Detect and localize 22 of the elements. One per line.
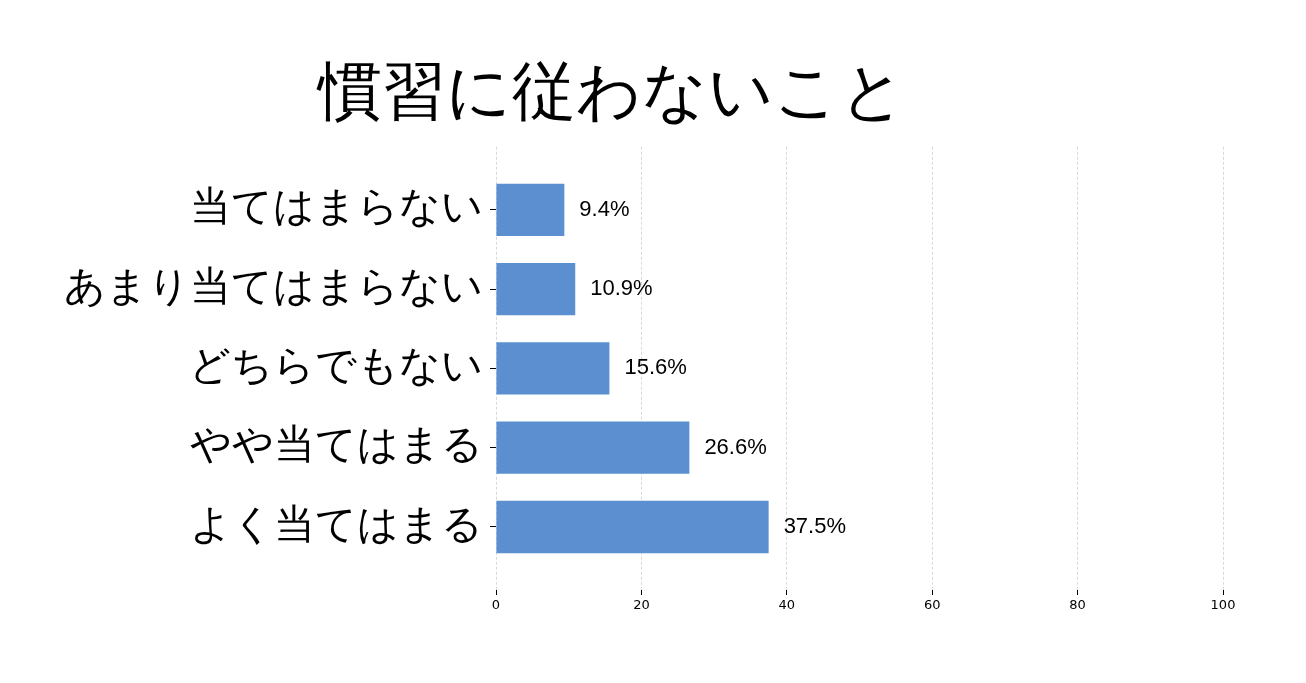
bar (496, 342, 610, 395)
bar (496, 262, 576, 316)
bar (496, 421, 690, 474)
x-tick-label: 20 (633, 597, 650, 613)
bar (496, 183, 565, 236)
x-tick-label: 60 (923, 597, 941, 613)
y-tick-label: やや当てはまる (190, 420, 483, 469)
data-label: 37.5% (783, 513, 847, 539)
y-tick-label: どちらでもない (189, 341, 483, 390)
x-tick-label: 100 (1210, 597, 1236, 613)
data-label: 26.6% (704, 433, 767, 459)
bar (496, 500, 769, 554)
x-tick-label: 40 (778, 597, 796, 613)
y-tick-label: 当てはまらない (190, 182, 483, 231)
x-tick-label: 80 (1069, 597, 1086, 613)
data-label: 9.4% (579, 195, 630, 221)
y-tick-label: よく当てはまる (190, 499, 483, 548)
y-tick-label: あまり当てはまらない (64, 261, 483, 310)
data-label: 10.9% (590, 275, 653, 301)
x-tick-label: 0 (491, 597, 501, 613)
data-label: 15.6% (624, 354, 687, 380)
chart-title: 慣習に従わないこと (315, 54, 906, 129)
